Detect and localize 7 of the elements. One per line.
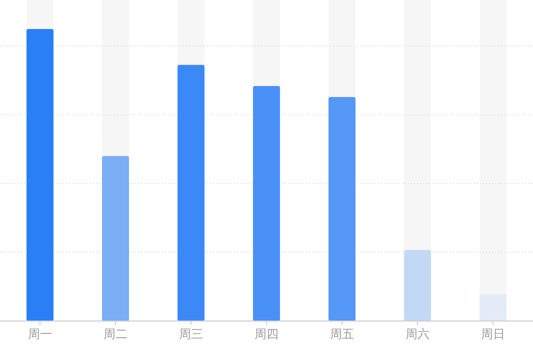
x-tick-label: 周六 [406, 327, 430, 341]
x-tick-label: 周三 [179, 327, 203, 341]
x-tick-label: 周日 [481, 327, 505, 341]
x-tick-label: 周四 [254, 327, 278, 341]
x-tick-label: 周一 [28, 327, 52, 341]
x-tick-label: 周五 [330, 327, 354, 341]
x-tick-label: 周二 [104, 327, 128, 341]
